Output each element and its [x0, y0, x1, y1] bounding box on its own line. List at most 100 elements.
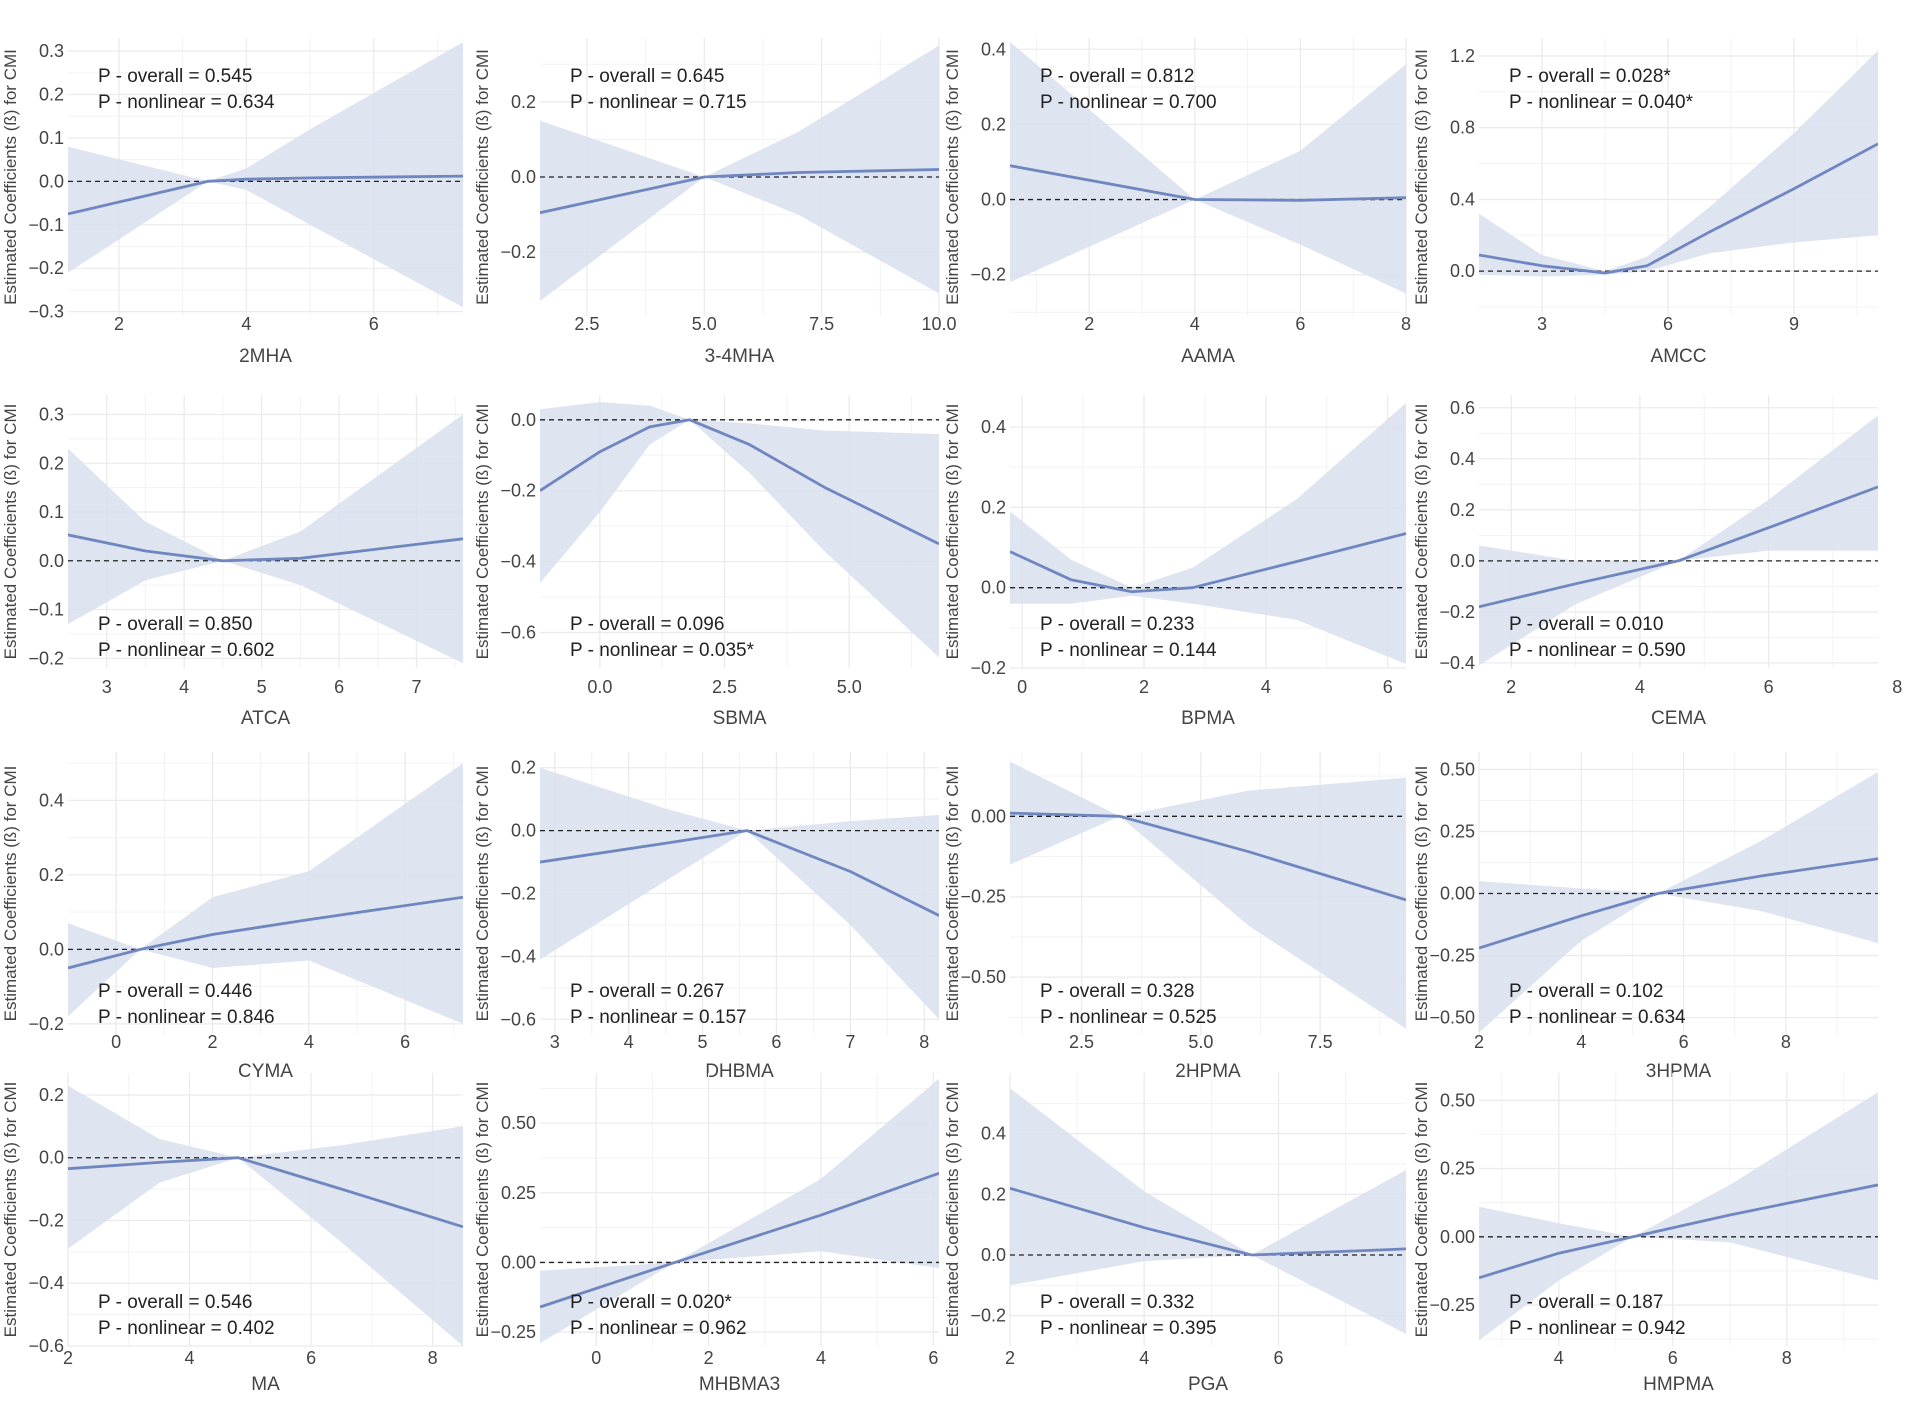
confidence-band	[540, 1078, 939, 1344]
confidence-band	[1010, 761, 1406, 1029]
p-overall-annotation: P - overall = 0.812	[1040, 66, 1194, 87]
y-axis-label: Estimated Coefficients (ß) for CMI	[1412, 49, 1431, 305]
y-tick-label: 0.50	[1440, 1090, 1475, 1110]
y-tick-label: 1.2	[1450, 46, 1475, 66]
y-tick-label: 0.2	[39, 865, 64, 885]
x-tick-label: 4	[241, 314, 251, 334]
x-tick-label: 6	[369, 314, 379, 334]
x-tick-label: 6	[1273, 1348, 1283, 1368]
x-axis-label: SBMA	[713, 708, 767, 729]
x-tick-label: 0	[1017, 677, 1027, 697]
y-tick-label: 0.25	[1440, 1159, 1475, 1179]
x-tick-label: 8	[1401, 314, 1411, 334]
y-tick-label: 0.3	[39, 41, 64, 61]
estimate-line	[1479, 142, 1878, 275]
y-tick-label: 0.00	[1440, 1227, 1475, 1247]
p-overall-annotation: P - overall = 0.645	[570, 66, 724, 87]
y-tick-label: −0.1	[28, 600, 64, 620]
confidence-band	[68, 414, 463, 664]
y-tick-label: 0.6	[1450, 398, 1475, 418]
x-tick-label: 5.0	[837, 677, 862, 697]
confidence-band	[68, 1085, 463, 1346]
x-tick-label: 4	[1190, 314, 1200, 334]
confidence-band	[1010, 1088, 1406, 1334]
y-tick-label: 0.4	[981, 1124, 1006, 1144]
y-tick-label: 0.2	[39, 453, 64, 473]
x-tick-label: 8	[919, 1032, 929, 1052]
x-axis-label: HMPMA	[1643, 1374, 1714, 1395]
y-axis-label: Estimated Coefficients (ß) for CMI	[473, 766, 492, 1022]
y-tick-label: 0.2	[981, 1184, 1006, 1204]
y-tick-label: 0.1	[39, 502, 64, 522]
x-tick-label: 4	[1139, 1348, 1149, 1368]
estimate-line	[540, 418, 939, 546]
y-tick-label: 0.2	[511, 758, 536, 778]
y-axis-label: Estimated Coefficients (ß) for CMI	[473, 404, 492, 660]
y-axis-label: Estimated Coefficients (ß) for CMI	[1412, 1082, 1431, 1338]
panel-dhbma: −0.6 −0.4 −0.2 0.0 0.2 3 4 5 6 7 8 DHBMA Estimated C…	[473, 752, 939, 1082]
x-tick-label: 5.0	[1188, 1032, 1213, 1052]
y-tick-label: 0.0	[511, 167, 536, 187]
y-tick-label: −0.25	[1429, 1295, 1475, 1315]
y-tick-label: 0.0	[39, 1148, 64, 1168]
y-tick-label: −0.50	[960, 967, 1006, 987]
panel-3hpma: −0.50 −0.25 0.00 0.25 0.50 2 4 6 8 3HPMA Estimated…	[1412, 752, 1878, 1082]
x-axis-label: DHBMA	[705, 1061, 774, 1082]
y-tick-label: 0.2	[39, 1085, 64, 1105]
p-nonlinear-annotation: P - nonlinear = 0.395	[1040, 1318, 1217, 1339]
panel-amcc: 0.0 0.4 0.8 1.2 3 6 9 AMCC Estimated Coefficient…	[1412, 38, 1878, 367]
x-tick-label: 6	[928, 1348, 938, 1368]
estimate-line	[1479, 1183, 1878, 1280]
x-axis-label: ATCA	[241, 708, 291, 729]
x-tick-label: 6	[306, 1348, 316, 1368]
p-overall-annotation: P - overall = 0.545	[98, 66, 252, 87]
x-tick-label: 4	[1261, 677, 1271, 697]
estimate-line	[68, 174, 463, 216]
y-tick-label: 0.00	[501, 1252, 536, 1272]
p-nonlinear-annotation: P - nonlinear = 0.634	[1509, 1007, 1686, 1028]
x-tick-label: 4	[1635, 677, 1645, 697]
x-axis-label: 2MHA	[239, 346, 292, 367]
x-tick-label: 6	[334, 677, 344, 697]
x-axis-label: AMCC	[1651, 346, 1707, 367]
x-tick-label: 5.0	[692, 314, 717, 334]
p-nonlinear-annotation: P - nonlinear = 0.144	[1040, 640, 1217, 661]
y-axis-label: Estimated Coefficients (ß) for CMI	[943, 1082, 962, 1338]
panel-ma: −0.6 −0.4 −0.2 0.0 0.2 2 4 6 8 MA Estimated Coeffi…	[1, 1073, 463, 1395]
confidence-band	[1479, 1092, 1878, 1341]
estimate-line	[1010, 811, 1406, 902]
y-tick-label: −0.2	[28, 1210, 64, 1230]
x-tick-label: 2	[1506, 677, 1516, 697]
y-tick-label: −0.25	[960, 887, 1006, 907]
panel-sbma: −0.6 −0.4 −0.2 0.0 0.0 2.5 5.0 SBMA Estimated Co…	[473, 395, 939, 729]
estimate-line	[1010, 532, 1406, 594]
p-nonlinear-annotation: P - nonlinear = 0.715	[570, 92, 747, 113]
x-tick-label: 6	[1663, 314, 1673, 334]
confidence-band	[1010, 41, 1406, 294]
y-tick-label: −0.2	[970, 1306, 1006, 1326]
y-tick-label: 0.4	[981, 39, 1006, 59]
y-tick-label: 0.4	[39, 790, 64, 810]
x-tick-label: 2	[704, 1348, 714, 1368]
p-nonlinear-annotation: P - nonlinear = 0.590	[1509, 640, 1686, 661]
y-tick-label: 0.2	[39, 84, 64, 104]
y-axis-label: Estimated Coefficients (ß) for CMI	[1, 49, 20, 305]
y-tick-label: 0.0	[1450, 551, 1475, 571]
x-tick-label: 2.5	[712, 677, 737, 697]
x-axis-label: 3HPMA	[1646, 1061, 1712, 1082]
y-tick-label: −0.2	[1439, 602, 1475, 622]
x-tick-label: 2	[208, 1032, 218, 1052]
p-overall-annotation: P - overall = 0.010	[1509, 614, 1663, 635]
y-tick-label: 0.0	[1450, 261, 1475, 281]
y-tick-label: 0.00	[971, 806, 1006, 826]
p-nonlinear-annotation: P - nonlinear = 0.634	[98, 92, 275, 113]
y-tick-label: −0.3	[28, 302, 64, 322]
confidence-band	[1010, 403, 1406, 664]
panel-cema: −0.4 −0.2 0.0 0.2 0.4 0.6 2 4 6 8 CEMA Estimated Co…	[1412, 395, 1902, 729]
y-tick-label: −0.2	[28, 1014, 64, 1034]
x-tick-label: 0	[111, 1032, 121, 1052]
x-tick-label: 2	[1084, 314, 1094, 334]
p-overall-annotation: P - overall = 0.332	[1040, 1292, 1194, 1313]
y-axis-label: Estimated Coefficients (ß) for CMI	[1412, 766, 1431, 1022]
